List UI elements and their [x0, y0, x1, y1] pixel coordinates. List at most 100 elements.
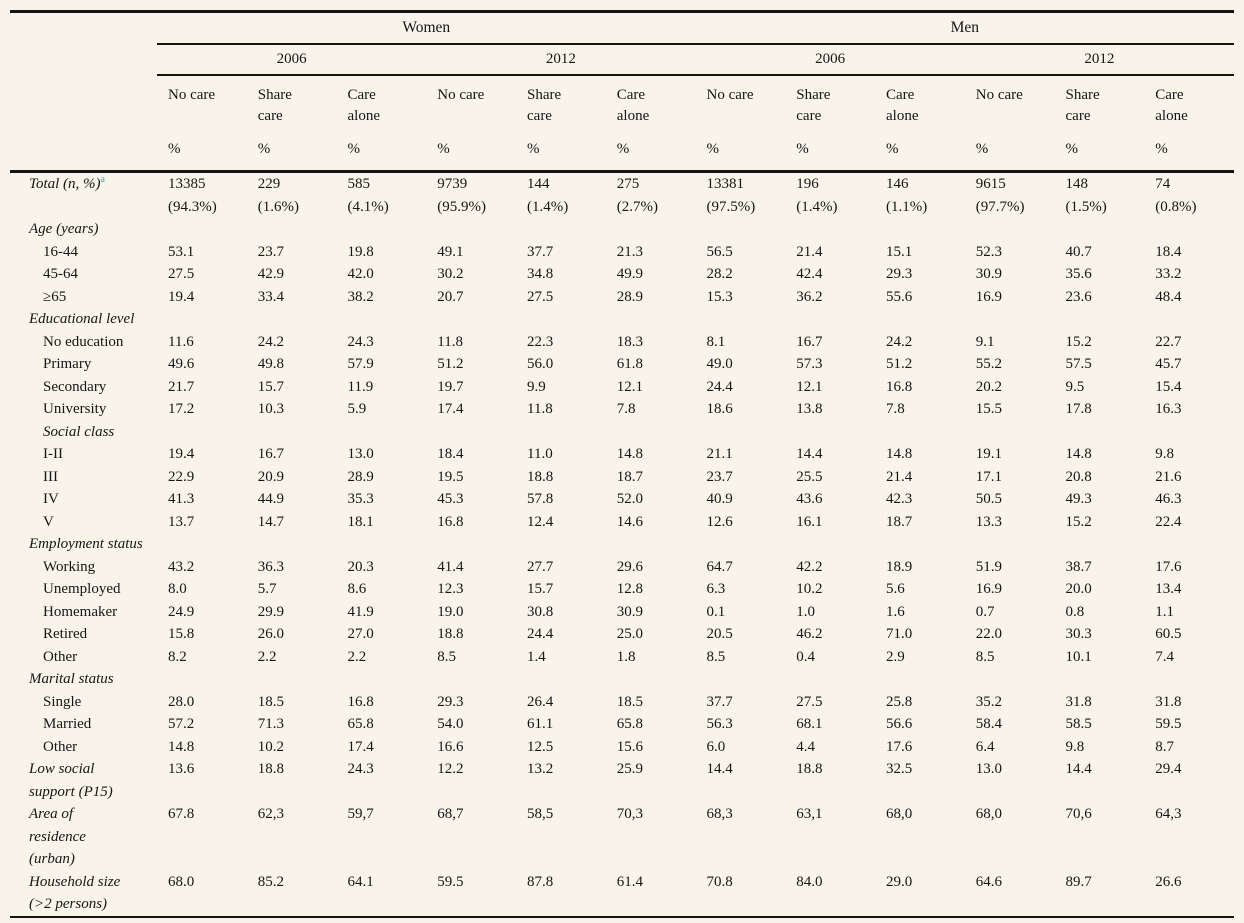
value-cell: 30.9 — [616, 603, 643, 620]
value-cell: 64.6 — [975, 873, 1003, 890]
row-label: IV — [10, 488, 157, 511]
value-cell: 7.4 — [1155, 648, 1175, 665]
value-cell: 20.8 — [1065, 468, 1092, 485]
value-cell: 35.2 — [975, 693, 1003, 710]
care-type-header: No care — [706, 87, 754, 103]
group-header-row: Women Men — [10, 11, 1235, 173]
value-cell: 148 (1.5%) — [1065, 176, 1107, 215]
value-cell: 71.3 — [257, 716, 284, 732]
value-cell: 13.4 — [1155, 581, 1182, 597]
value-cell: 70,6 — [1065, 806, 1092, 822]
value-cell: 41.4 — [437, 558, 464, 575]
value-cell: 68,7 — [437, 806, 464, 822]
value-cell: 45.3 — [437, 491, 464, 507]
value-cell: 30.9 — [975, 266, 1003, 282]
value-cell: 44.9 — [257, 491, 284, 507]
value-cell: 16.9 — [975, 581, 1003, 597]
value-cell: 9.1 — [975, 333, 995, 350]
row-label: Household size (>2 persons) — [10, 871, 157, 917]
value-cell: 27.5 — [796, 693, 823, 710]
value-cell: 42.2 — [796, 558, 823, 575]
value-cell: 58.5 — [1065, 716, 1092, 732]
value-cell: 50.5 — [975, 491, 1003, 507]
care-type-header: No care — [168, 87, 216, 103]
value-cell: 68,0 — [975, 806, 1003, 822]
row-label: Social class — [10, 421, 1234, 444]
value-cell: 24.2 — [257, 333, 284, 350]
table-row: Working 43.2 36.3 20.3 41.4 27.7 29.6 64.7 42.2 1… — [10, 556, 1234, 579]
row-label-text: Social class — [43, 423, 115, 440]
row-label-text: Area of residence (urban) — [29, 806, 86, 867]
footnote-marker-a[interactable]: a — [100, 174, 105, 185]
row-label: III — [10, 466, 157, 489]
value-cell: 51.2 — [437, 356, 464, 372]
value-cell: 14.8 — [1065, 446, 1092, 462]
value-cell: 12.5 — [527, 738, 554, 755]
value-cell: 24.3 — [347, 761, 374, 777]
value-cell: 8.1 — [706, 333, 726, 350]
value-cell: 1.0 — [796, 603, 816, 620]
value-cell: 585 (4.1%) — [347, 176, 389, 215]
value-cell: 24.4 — [527, 626, 554, 642]
value-cell: 16.8 — [347, 693, 374, 710]
value-cell: 9.5 — [1065, 378, 1085, 395]
row-label-text: No education — [43, 333, 124, 350]
table-row: Area of residence (urban) 67.8 62,3 59,7 68,… — [10, 803, 1234, 871]
value-cell: 21.4 — [796, 243, 823, 260]
row-label-text: Secondary — [43, 378, 107, 395]
year-header: 2006 — [695, 44, 965, 76]
value-cell: 18.4 — [437, 446, 464, 462]
care-type-header: No care — [437, 87, 485, 103]
value-cell: 22.0 — [975, 626, 1003, 642]
value-cell: 12.3 — [437, 581, 464, 597]
care-type-header: Share care — [796, 87, 831, 124]
table-row: V 13.7 14.7 18.1 16.8 12.4 14.6 12.6 16.1 18.7 13.… — [10, 511, 1234, 534]
value-cell: 49.1 — [437, 243, 464, 260]
value-cell: 5.7 — [257, 581, 277, 597]
value-cell: 8.0 — [168, 581, 187, 597]
value-cell: 15.8 — [168, 626, 195, 642]
value-cell: 28.9 — [347, 468, 374, 485]
value-cell: 26.6 — [1155, 873, 1182, 890]
value-cell: 55.6 — [886, 288, 913, 305]
table-row: Primary 49.6 49.8 57.9 51.2 56.0 61.8 49.0 57.3 5… — [10, 353, 1234, 376]
value-cell: 29.4 — [1155, 761, 1182, 777]
value-cell: 10.1 — [1065, 648, 1092, 665]
value-cell: 10.3 — [257, 401, 284, 417]
table-row: ≥65 19.4 33.4 38.2 20.7 27.5 28.9 15.3 36.2 55.6 1… — [10, 286, 1234, 309]
value-cell: 61.4 — [616, 873, 643, 890]
value-cell: 11.8 — [437, 333, 463, 350]
value-cell: 49.6 — [168, 356, 195, 372]
section-row: Age (years) — [10, 218, 1234, 241]
value-cell: 52.0 — [616, 491, 643, 507]
value-cell: 9.9 — [527, 378, 546, 395]
value-cell: 14.7 — [257, 513, 284, 530]
value-cell: 0.7 — [975, 603, 995, 620]
value-cell: 43.2 — [168, 558, 195, 575]
table-row: Married 57.2 71.3 65.8 54.0 61.1 65.8 56.3 68.1 5… — [10, 713, 1234, 736]
percent-unit-label: % — [605, 139, 696, 173]
row-label-text: University — [43, 401, 107, 417]
value-cell: 19.5 — [437, 468, 464, 485]
value-cell: 45.7 — [1155, 356, 1182, 372]
row-label: 16-44 — [10, 241, 157, 264]
group-header-women: Women — [157, 11, 696, 45]
percent-unit-label: % — [695, 139, 786, 173]
value-cell: 74 (0.8%) — [1155, 176, 1197, 215]
value-cell: 67.8 — [168, 806, 195, 822]
value-cell: 17.1 — [975, 468, 1003, 485]
value-cell: 30.3 — [1065, 626, 1092, 642]
value-cell: 36.3 — [257, 558, 284, 575]
row-label: Other — [10, 736, 157, 759]
value-cell: 38.7 — [1065, 558, 1092, 575]
value-cell: 20.2 — [975, 378, 1003, 395]
care-type-header: Care alone — [1155, 87, 1188, 124]
value-cell: 59.5 — [1155, 716, 1182, 732]
care-type-header: Care alone — [347, 87, 380, 124]
value-cell: 144 (1.4%) — [527, 176, 569, 215]
value-cell: 29.3 — [886, 266, 913, 282]
value-cell: 51.2 — [886, 356, 913, 372]
section-row: Educational level — [10, 308, 1234, 331]
year-header: 2012 — [426, 44, 696, 76]
